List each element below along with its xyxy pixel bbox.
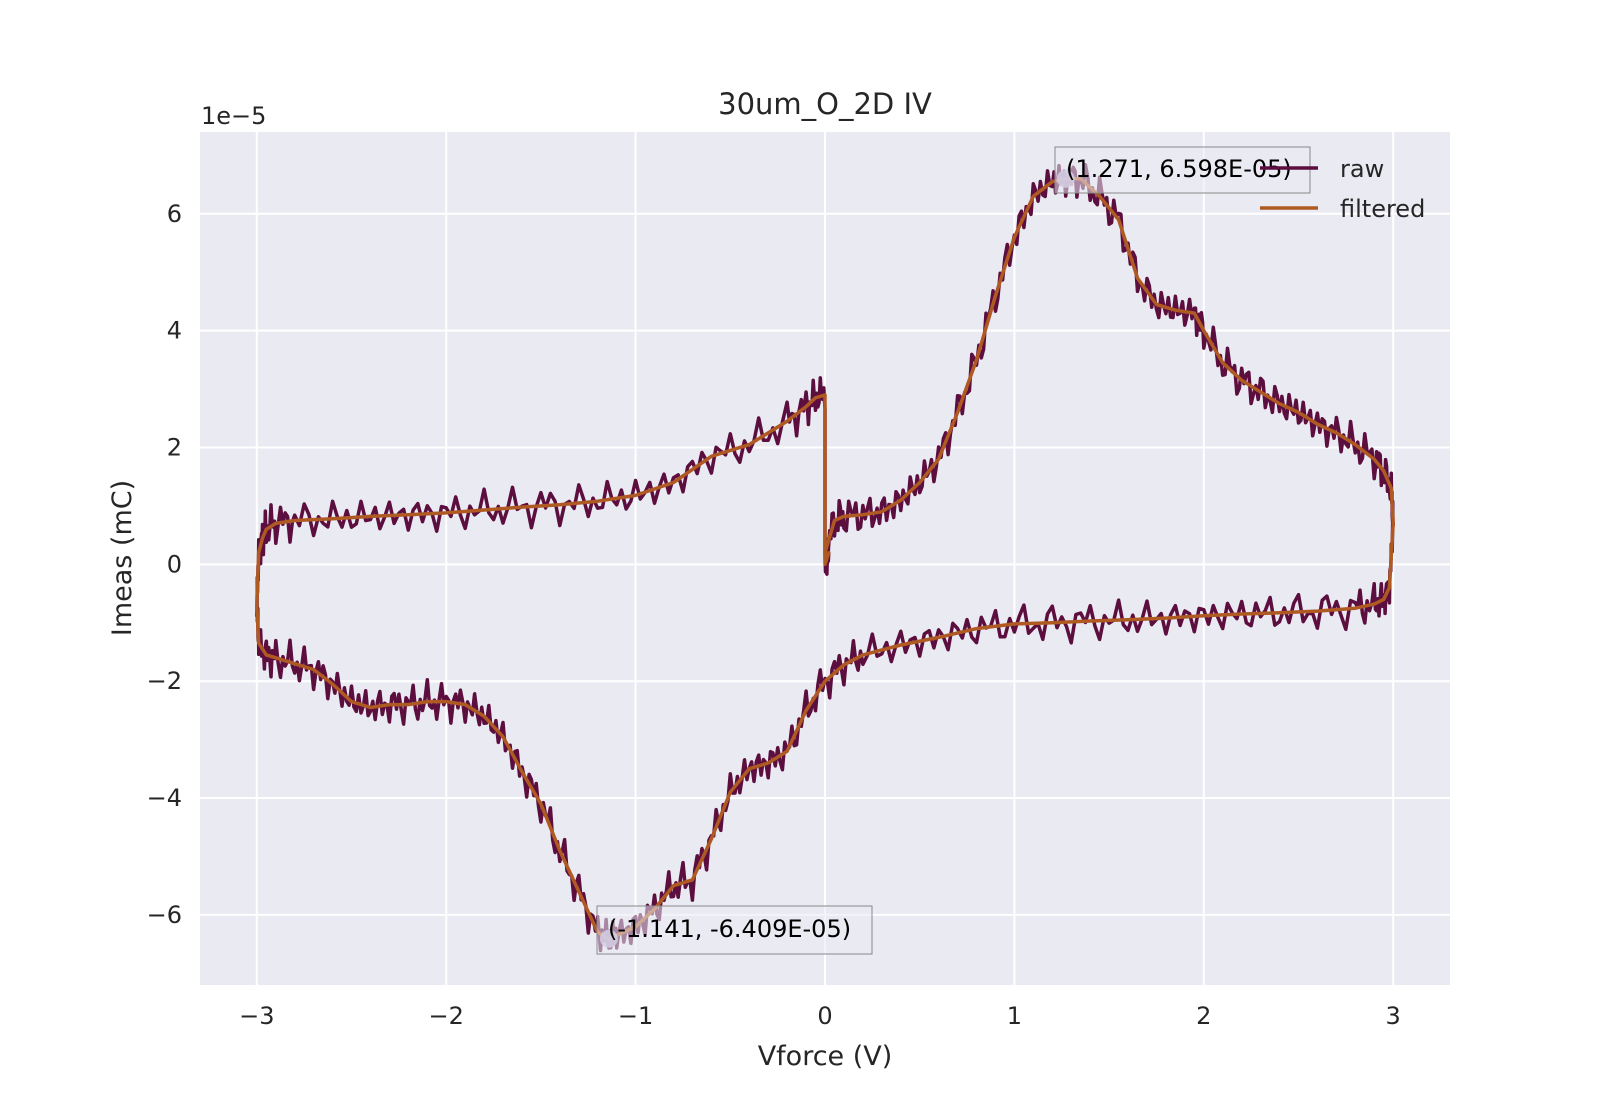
x-tick-label: 0 (817, 1002, 832, 1030)
x-tick-label: −3 (239, 1002, 274, 1030)
y-tick-label: −4 (147, 784, 182, 812)
legend-label-raw: raw (1340, 155, 1384, 183)
x-tick-label: 2 (1196, 1002, 1211, 1030)
y-tick-label: 6 (167, 200, 182, 228)
y-tick-label: 2 (167, 433, 182, 461)
y-offset-label: 1e−5 (201, 102, 266, 130)
x-tick-label: −1 (618, 1002, 653, 1030)
chart-title: 30um_O_2D IV (718, 87, 932, 121)
y-axis-label: Imeas (mC) (107, 480, 138, 636)
x-tick-label: 1 (1007, 1002, 1022, 1030)
y-tick-label: 4 (167, 317, 182, 345)
legend-label-filtered: filtered (1340, 195, 1425, 223)
y-tick-label: −2 (147, 667, 182, 695)
y-tick-label: −6 (147, 901, 182, 929)
annotation-box-min: (-1.141, -6.409E-05) (596, 905, 873, 955)
y-tick-label: 0 (167, 550, 182, 578)
series-line-filtered (255, 176, 1395, 941)
legend: raw filtered (1260, 155, 1425, 223)
annotation-box-max: (1.271, 6.598E-05) (1054, 146, 1311, 194)
x-axis-label: Vforce (V) (758, 1041, 893, 1072)
annotation-min-text: (-1.141, -6.409E-05) (608, 915, 851, 943)
annotation-max-text: (1.271, 6.598E-05) (1066, 155, 1292, 183)
x-tick-label: −2 (429, 1002, 464, 1030)
tick-labels: −3 −2 −1 0 1 2 3 −6 −4 −2 0 2 4 6 (147, 200, 1401, 1030)
x-tick-label: 3 (1386, 1002, 1401, 1030)
series-lines (255, 163, 1395, 953)
